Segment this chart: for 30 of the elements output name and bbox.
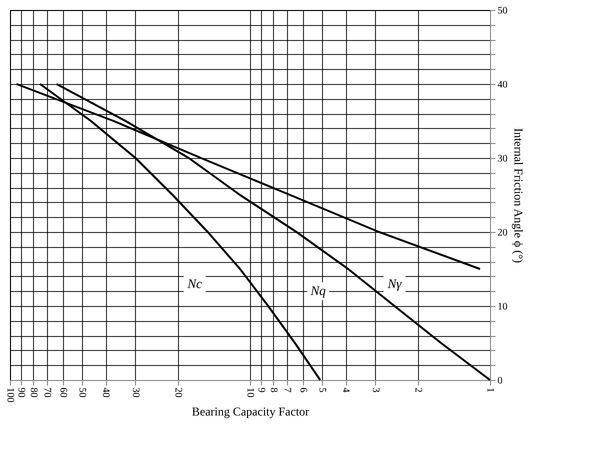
x-tick-label: 7 <box>282 388 293 392</box>
x-axis-title: Bearing Capacity Factor <box>192 404 310 418</box>
x-tick-label: 100 <box>4 388 16 402</box>
x-tick-label: 70 <box>42 388 53 398</box>
x-tick-label: 9 <box>255 388 266 392</box>
x-tick-label: 10 <box>244 388 256 398</box>
y-tick-label: 30 <box>498 154 508 164</box>
x-tick-label: 6 <box>298 388 309 392</box>
x-tick-label: 30 <box>130 388 141 398</box>
y-tick-label: 50 <box>498 6 508 16</box>
x-tick-label: 50 <box>76 388 88 398</box>
x-tick-label: 5 <box>316 388 328 392</box>
y-tick-label: 20 <box>498 228 508 238</box>
x-tick-label: 60 <box>58 388 69 398</box>
x-tick-label: 40 <box>100 388 112 398</box>
x-tick-label: 3 <box>370 388 381 392</box>
x-tick-label: 80 <box>28 388 39 398</box>
x-tick-label: 8 <box>268 388 279 392</box>
y-axis-title: Internal Friction Angle ϕ (°) <box>512 128 526 264</box>
x-tick-label: 4 <box>340 388 352 392</box>
annotation: Nc <box>186 276 202 291</box>
y-tick-label: 0 <box>498 376 502 386</box>
x-tick-label: 20 <box>172 388 184 398</box>
y-tick-label: 10 <box>498 302 508 312</box>
x-tick-label: 2 <box>412 388 424 392</box>
y-tick-label: 40 <box>498 80 508 90</box>
x-tick-label: 1 <box>484 388 496 392</box>
x-tick-label: 90 <box>15 388 26 398</box>
annotation: Nq <box>310 283 326 298</box>
annotation: Nγ <box>386 276 402 291</box>
